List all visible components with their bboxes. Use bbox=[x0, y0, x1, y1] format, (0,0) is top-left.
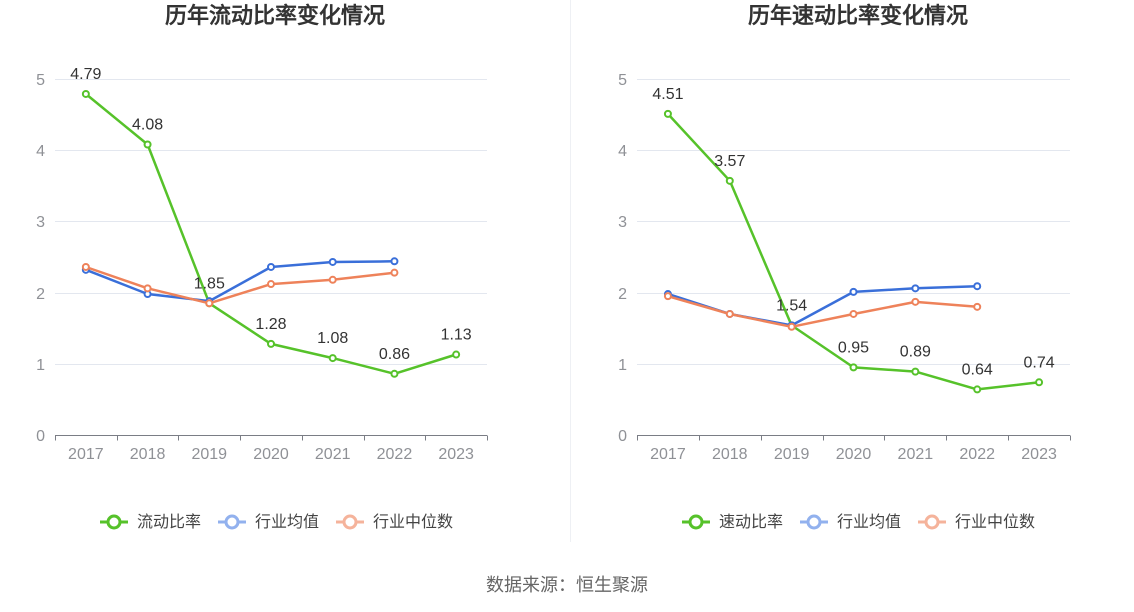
data-point-industry-mean bbox=[973, 282, 982, 291]
data-label-quick-ratio: 0.95 bbox=[838, 339, 869, 356]
data-label-current-ratio: 1.85 bbox=[194, 275, 225, 292]
data-point-industry-median bbox=[973, 302, 982, 311]
data-point-quick-ratio bbox=[725, 176, 734, 185]
data-point-quick-ratio bbox=[911, 367, 920, 376]
x-tick-label: 2018 bbox=[130, 446, 166, 463]
y-tick-label: 4 bbox=[618, 143, 627, 160]
y-tick-label: 4 bbox=[36, 143, 45, 160]
data-point-industry-median bbox=[725, 309, 734, 318]
data-point-industry-mean bbox=[911, 284, 920, 293]
data-point-industry-median bbox=[267, 280, 275, 289]
chart-divider bbox=[570, 0, 571, 542]
data-point-quick-ratio bbox=[1035, 378, 1044, 387]
data-point-quick-ratio bbox=[849, 363, 858, 372]
legend-item-industry-median[interactable]: 行业中位数 bbox=[918, 510, 1035, 534]
data-point-current-ratio bbox=[390, 369, 399, 378]
legend-item-current-ratio[interactable]: 流动比率 bbox=[100, 510, 201, 534]
legend-line-circle-icon bbox=[336, 514, 365, 530]
data-label-quick-ratio: 3.57 bbox=[714, 153, 745, 170]
data-label-current-ratio: 4.79 bbox=[70, 66, 101, 83]
x-tick-label: 2018 bbox=[712, 446, 748, 463]
data-point-industry-mean bbox=[849, 287, 858, 296]
legend-item-quick-ratio[interactable]: 速动比率 bbox=[682, 510, 783, 534]
x-tick-label: 2020 bbox=[253, 446, 289, 463]
legend-item-industry-mean[interactable]: 行业均值 bbox=[218, 510, 319, 534]
data-point-industry-median bbox=[81, 262, 90, 271]
data-label-quick-ratio: 4.51 bbox=[652, 86, 683, 103]
y-tick-label: 0 bbox=[618, 428, 627, 445]
data-point-industry-median bbox=[390, 268, 399, 277]
data-source-footer: 数据来源：恒生聚源 bbox=[486, 575, 648, 596]
data-point-industry-median bbox=[849, 309, 858, 318]
legend-item-industry-median[interactable]: 行业中位数 bbox=[336, 510, 453, 534]
data-label-current-ratio: 1.28 bbox=[255, 316, 286, 333]
data-point-industry-median bbox=[205, 299, 214, 308]
data-point-industry-median bbox=[328, 275, 337, 284]
current-ratio-legend: 流动比率 行业均值 行业中位数 bbox=[100, 510, 470, 534]
data-point-industry-median bbox=[787, 322, 796, 331]
x-tick-label: 2019 bbox=[191, 446, 227, 463]
data-label-quick-ratio: 1.54 bbox=[776, 297, 807, 314]
series-line-industry-mean bbox=[84, 260, 396, 303]
data-label-quick-ratio: 0.74 bbox=[1024, 354, 1055, 371]
legend-label: 速动比率 bbox=[719, 512, 784, 531]
quick-ratio-line-chart: 0 1 2 3 4 5 2017 2018 2019 2020 2021 2022 2023 4.51 3.… bbox=[618, 72, 1071, 463]
x-tick-label: 2021 bbox=[898, 446, 934, 463]
legend-line-circle-icon bbox=[918, 514, 947, 530]
y-tick-label: 3 bbox=[36, 214, 45, 231]
current-ratio-line-chart: 0 1 2 3 4 5 2017 2018 2019 2020 2021 2022 2023 4.79 4.… bbox=[36, 66, 488, 463]
legend-line-circle-icon bbox=[100, 514, 128, 530]
legend-item-industry-mean[interactable]: 行业均值 bbox=[800, 510, 901, 534]
y-tick-label: 1 bbox=[618, 357, 627, 374]
data-point-industry-median bbox=[663, 292, 672, 301]
data-label-current-ratio: 1.08 bbox=[317, 330, 348, 347]
legend-label: 行业均值 bbox=[255, 512, 320, 531]
legend-line-circle-icon bbox=[800, 514, 829, 530]
data-point-quick-ratio bbox=[973, 385, 982, 394]
x-tick-label: 2017 bbox=[68, 446, 104, 463]
data-point-current-ratio bbox=[328, 354, 337, 363]
y-tick-label: 3 bbox=[618, 214, 627, 231]
data-point-current-ratio bbox=[452, 350, 461, 359]
data-label-current-ratio: 4.08 bbox=[132, 117, 163, 134]
legend-label: 行业中位数 bbox=[955, 512, 1036, 531]
series-line-industry-median bbox=[666, 294, 979, 329]
data-label-current-ratio: 1.13 bbox=[441, 327, 472, 344]
x-tick-label: 2019 bbox=[774, 446, 810, 463]
data-label-current-ratio: 0.86 bbox=[379, 346, 410, 363]
y-tick-label: 5 bbox=[36, 72, 45, 89]
data-point-industry-median bbox=[143, 284, 152, 293]
data-point-current-ratio bbox=[81, 89, 90, 98]
y-tick-label: 2 bbox=[618, 286, 627, 303]
series-line-industry-median bbox=[84, 265, 396, 305]
x-tick-label: 2020 bbox=[836, 446, 872, 463]
data-point-industry-mean bbox=[267, 262, 275, 271]
legend-line-circle-icon bbox=[682, 514, 710, 530]
x-tick-label: 2017 bbox=[650, 446, 686, 463]
data-label-quick-ratio: 0.89 bbox=[900, 344, 931, 361]
data-point-current-ratio bbox=[143, 140, 152, 149]
x-tick-label: 2023 bbox=[1021, 446, 1057, 463]
data-point-industry-median bbox=[911, 297, 920, 306]
x-tick-label: 2022 bbox=[377, 446, 413, 463]
legend-label: 行业均值 bbox=[837, 512, 902, 531]
legend-label: 流动比率 bbox=[137, 512, 202, 531]
x-tick-label: 2021 bbox=[315, 446, 351, 463]
quick-ratio-chart-title: 历年速动比率变化情况 bbox=[747, 4, 968, 29]
data-point-current-ratio bbox=[267, 339, 275, 348]
x-tick-label: 2022 bbox=[959, 446, 995, 463]
data-point-quick-ratio bbox=[663, 109, 672, 118]
y-tick-label: 5 bbox=[618, 72, 627, 89]
legend-line-circle-icon bbox=[218, 514, 247, 530]
y-tick-label: 0 bbox=[36, 428, 45, 445]
x-tick-label: 2023 bbox=[438, 446, 474, 463]
y-tick-label: 1 bbox=[36, 357, 45, 374]
y-tick-label: 2 bbox=[36, 286, 45, 303]
legend-label: 行业中位数 bbox=[373, 512, 454, 531]
data-label-quick-ratio: 0.64 bbox=[962, 361, 993, 378]
data-point-industry-mean bbox=[328, 257, 337, 266]
quick-ratio-legend: 速动比率 行业均值 行业中位数 bbox=[682, 510, 1052, 534]
current-ratio-chart-title: 历年流动比率变化情况 bbox=[164, 4, 385, 29]
data-point-industry-mean bbox=[390, 257, 399, 266]
